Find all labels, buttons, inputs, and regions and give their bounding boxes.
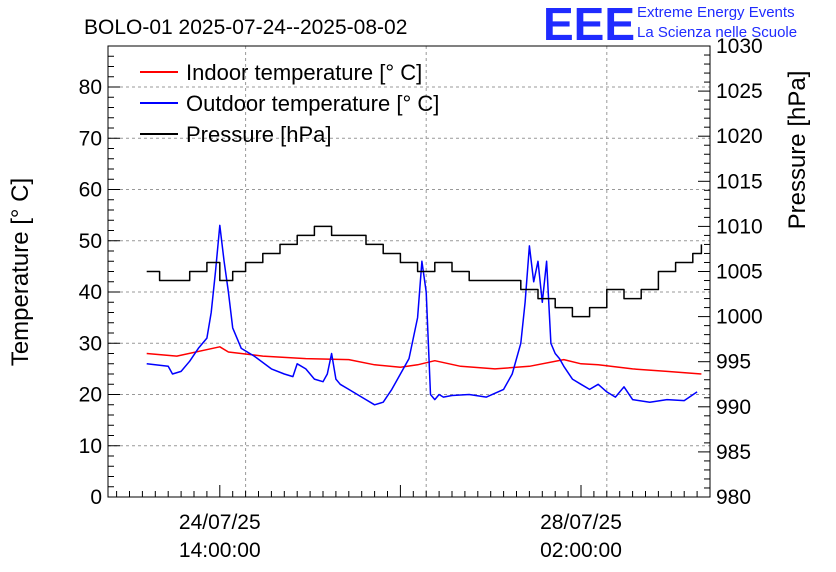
x-tick-label-date: 24/07/25 <box>179 511 261 534</box>
y-right-tick-label: 995 <box>716 351 751 374</box>
x-tick-label-time: 14:00:00 <box>179 539 261 562</box>
y-left-tick-label: 80 <box>79 76 102 99</box>
y-left-tick-label: 60 <box>79 179 102 202</box>
series-line-1 <box>146 346 702 375</box>
series-layer <box>146 224 703 406</box>
y-axis-left-label: Temperature [° C] <box>7 178 34 366</box>
y-right-tick-label: 985 <box>716 441 751 464</box>
y-right-tick-label: 1020 <box>716 125 763 148</box>
legend-label: Pressure [hPa] <box>186 122 332 147</box>
y-left-tick-label: 30 <box>79 332 102 355</box>
y-axis-right-label: Pressure [hPa] <box>784 71 811 230</box>
y-left-tick-label: 0 <box>90 486 102 509</box>
y-right-tick-label: 1000 <box>716 306 763 329</box>
y-right-tick-label: 980 <box>716 486 751 509</box>
y-right-tick-label: 1015 <box>716 170 763 193</box>
y-left-tick-label: 70 <box>79 127 102 150</box>
eee-logo-mark: EEE <box>543 0 636 50</box>
series-line-3 <box>146 225 703 318</box>
logo-line-1: Extreme Energy Events <box>637 4 795 21</box>
y-left-tick-label: 40 <box>79 281 102 304</box>
legend-label: Indoor temperature [° C] <box>186 60 422 85</box>
y-left-tick-label: 20 <box>79 384 102 407</box>
y-right-tick-label: 1025 <box>716 80 763 103</box>
y-left-tick-label: 10 <box>79 435 102 458</box>
legend: Indoor temperature [° C] Outdoor temperat… <box>140 60 439 147</box>
series-line-2 <box>146 224 698 406</box>
y-right-tick-label: 1005 <box>716 261 763 284</box>
y-right-tick-label: 990 <box>716 396 751 419</box>
y-right-tick-label: 1010 <box>716 215 763 238</box>
x-tick-label-date: 28/07/25 <box>540 511 622 534</box>
x-tick-label-time: 02:00:00 <box>540 539 622 562</box>
y-right-tick-label: 1030 <box>716 35 763 58</box>
y-left-tick-label: 50 <box>79 230 102 253</box>
logo-line-2: La Scienza nelle Scuole <box>637 24 798 41</box>
legend-label: Outdoor temperature [° C] <box>186 91 439 116</box>
grid <box>108 46 710 497</box>
chart-title: BOLO-01 2025-07-24--2025-08-02 <box>84 16 407 39</box>
axes: 0102030405060708098098599099510001005101… <box>79 35 763 562</box>
